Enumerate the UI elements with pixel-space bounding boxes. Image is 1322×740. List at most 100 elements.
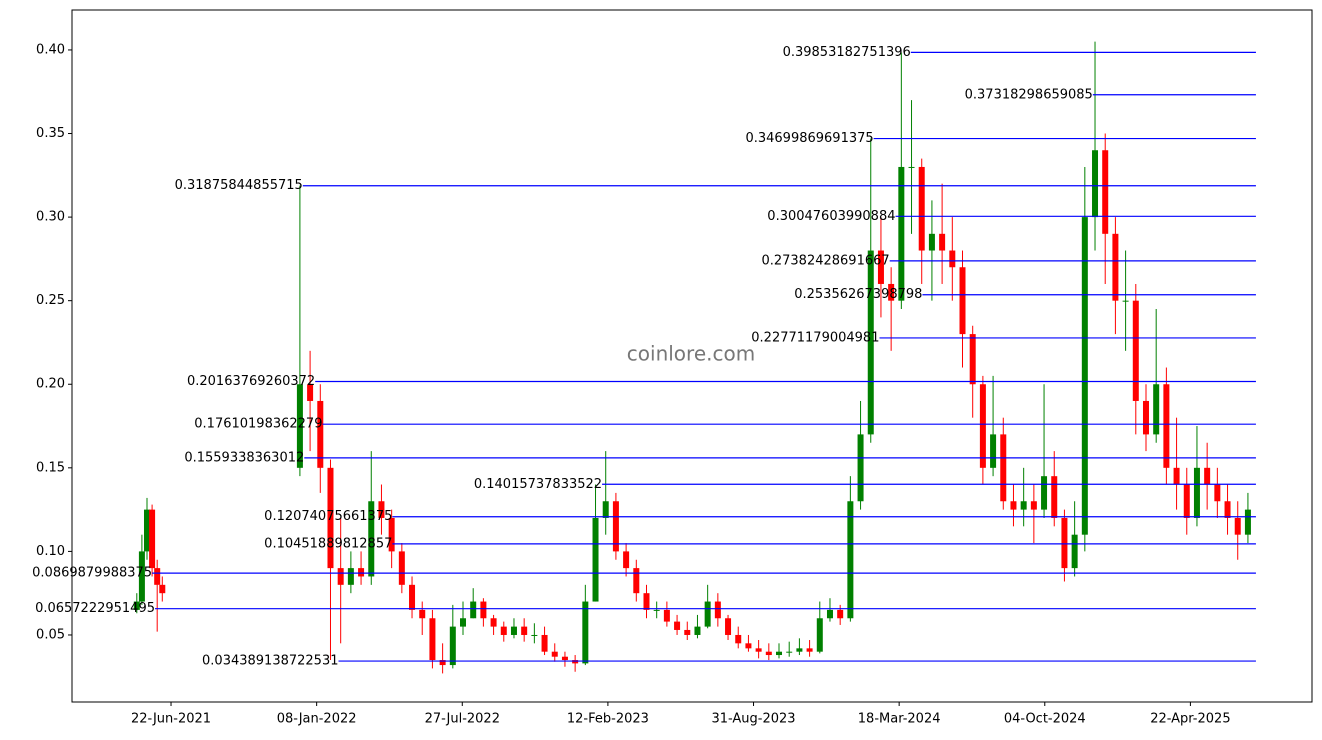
level-label: 0.17610198362279 <box>194 417 322 432</box>
candle-body <box>480 601 487 619</box>
candle-body <box>765 651 772 656</box>
plot-area: 0.39853182751396 0.37318298659085 0.346998… <box>32 41 1256 674</box>
candle-body <box>663 609 670 622</box>
candle-body <box>867 250 874 435</box>
candle-body <box>592 517 599 602</box>
candle-body <box>551 651 558 657</box>
x-tick-label: 04-Oct-2024 <box>1004 712 1086 727</box>
candle-body <box>888 283 895 301</box>
candle-body <box>1010 501 1017 510</box>
candle-body <box>490 618 497 627</box>
candle-body <box>735 634 742 644</box>
candle-body <box>1122 300 1129 302</box>
candle-body <box>388 517 395 552</box>
level-label: 0.34699869691375 <box>745 131 873 146</box>
candle-body <box>358 568 365 577</box>
x-tick-label: 08-Jan-2022 <box>277 712 357 727</box>
candle-body <box>1132 300 1139 401</box>
candle-body <box>470 601 477 619</box>
candle-body <box>296 384 303 468</box>
y-tick-label: 0.15 <box>36 460 65 475</box>
candle-body <box>755 648 762 652</box>
candle-body <box>1081 217 1088 535</box>
level-label: 0.034389138722531 <box>202 654 338 669</box>
candle-body <box>714 601 721 619</box>
y-tick-label: 0.30 <box>36 210 65 225</box>
candle-body <box>837 609 844 619</box>
candle-body <box>918 166 925 251</box>
candle-body <box>143 509 150 552</box>
candle-body <box>1030 501 1037 510</box>
candle-body <box>1041 476 1048 510</box>
axes-frame <box>71 9 1313 703</box>
candle-body <box>694 626 701 635</box>
candle-body <box>928 233 935 251</box>
level-label: 0.31875844855715 <box>175 178 303 193</box>
candle-body <box>368 501 375 577</box>
candle-body <box>337 568 344 585</box>
candle-body <box>776 651 783 656</box>
candle-body <box>847 501 854 619</box>
candle-body <box>1224 501 1231 518</box>
candle-body <box>159 584 166 594</box>
level-label: 0.27382428691667 <box>761 253 889 268</box>
candle-body <box>633 568 640 594</box>
level-label: 0.37318298659085 <box>965 87 1093 102</box>
candle-body <box>1092 150 1099 218</box>
candle-body <box>704 601 711 627</box>
candle-body <box>1193 467 1200 518</box>
candle-body <box>1051 476 1058 518</box>
candle-body <box>643 593 650 610</box>
level-label: 0.22771179004981 <box>751 330 879 345</box>
candle-body <box>449 626 456 666</box>
candle-body <box>653 609 660 611</box>
level-label: 0.30047603990884 <box>767 209 895 224</box>
candle-body <box>521 626 528 635</box>
candle-body <box>1020 501 1027 510</box>
candle-body <box>1183 484 1190 518</box>
candle-body <box>1112 233 1119 301</box>
y-tick-label: 0.35 <box>36 126 65 141</box>
level-label: 0.10451889812857 <box>264 536 392 551</box>
candle-body <box>806 648 813 652</box>
candle-body <box>1142 400 1149 435</box>
candle-body <box>1000 434 1007 502</box>
candle-body <box>398 551 405 585</box>
candle-body <box>725 618 732 635</box>
candle-body <box>561 656 568 661</box>
candle-body <box>674 621 681 630</box>
x-tick-label: 18-Mar-2024 <box>858 712 941 727</box>
candle-body <box>959 267 966 335</box>
candle-body <box>949 250 956 268</box>
level-label: 0.20163769260372 <box>187 374 315 389</box>
candle-body <box>149 509 156 569</box>
candle-body <box>409 584 416 610</box>
candle-body <box>307 384 314 401</box>
candle-body <box>510 626 517 635</box>
candle-body <box>582 601 589 664</box>
candle-body <box>439 660 446 666</box>
level-label: 0.1559338363012 <box>184 450 304 465</box>
x-tick-label: 12-Feb-2023 <box>567 712 649 727</box>
candle-body <box>138 551 145 602</box>
candle-body <box>1173 467 1180 485</box>
level-label: 0.0869879988375 <box>32 566 152 581</box>
y-tick-label: 0.20 <box>36 377 65 392</box>
candle-body <box>898 166 905 301</box>
y-tick-label: 0.25 <box>36 293 65 308</box>
candle-body <box>939 233 946 251</box>
candle-body <box>816 618 823 652</box>
candle-body <box>979 384 986 468</box>
x-tick-label: 27-Jul-2022 <box>425 712 500 727</box>
candle-body <box>612 501 619 552</box>
level-label: 0.12074075661375 <box>264 509 392 524</box>
candle-body <box>745 643 752 649</box>
x-tick-label: 31-Aug-2023 <box>711 712 795 727</box>
candle-body <box>1102 150 1109 234</box>
candle-body <box>990 434 997 468</box>
candle-body <box>500 626 507 635</box>
x-tick-label: 22-Jun-2021 <box>131 712 211 727</box>
candle-body <box>1244 509 1251 535</box>
